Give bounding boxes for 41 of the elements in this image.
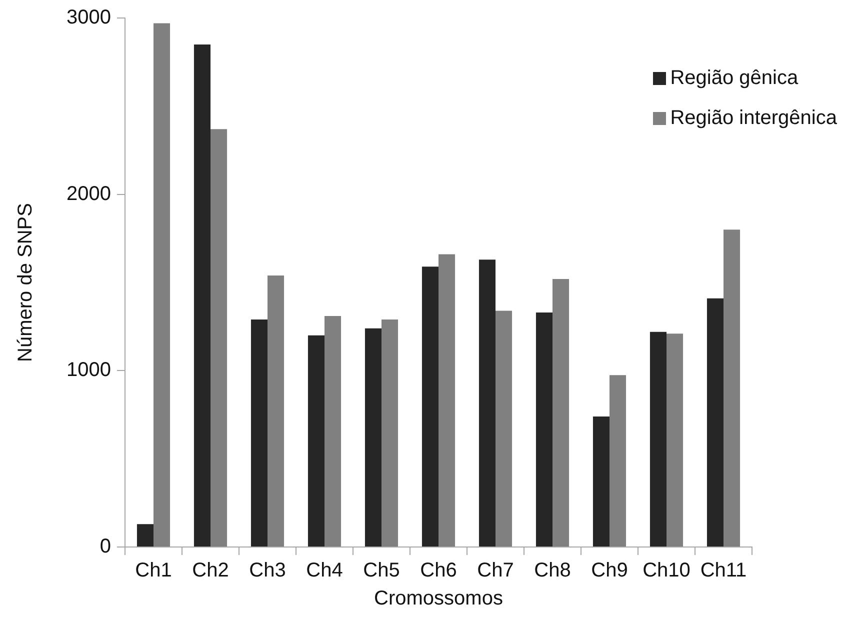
legend-label: Região intergênica: [670, 106, 837, 131]
legend-label: Região gênica: [670, 66, 798, 91]
bar: [438, 254, 456, 546]
x-tick-label: Ch5: [363, 560, 400, 582]
bar: [536, 312, 552, 546]
bar: [268, 275, 284, 546]
bar: [724, 230, 740, 546]
bar: [592, 416, 610, 546]
x-tick-label: Ch2: [192, 560, 229, 582]
x-tick-label: Ch10: [642, 560, 690, 582]
bar: [552, 278, 570, 546]
y-tick-label: 1000: [66, 359, 111, 382]
x-tick-label: Ch9: [591, 560, 628, 582]
bar: [364, 328, 382, 546]
bar: [308, 335, 324, 546]
y-tick-label: 2000: [66, 182, 111, 205]
bar: [666, 334, 684, 546]
bar: [478, 260, 496, 546]
bar: [250, 320, 268, 546]
bar: [650, 332, 666, 546]
bar: [382, 320, 398, 546]
x-tick-label: Ch3: [249, 560, 286, 582]
bar: [154, 23, 170, 546]
x-tick-label: Ch6: [420, 560, 457, 582]
y-tick-label: 3000: [66, 6, 111, 29]
y-tick-label: 0: [100, 536, 111, 558]
bar: [706, 298, 724, 546]
bar: [194, 44, 210, 546]
x-tick-label: Ch8: [534, 560, 571, 582]
bar: [610, 375, 626, 546]
y-axis-title: Número de SNPS: [14, 203, 37, 362]
bar: [210, 129, 228, 546]
x-tick-label: Ch11: [700, 560, 747, 582]
x-axis-title: Cromossomos: [374, 588, 503, 610]
x-tick-label: Ch7: [477, 560, 514, 582]
bar: [496, 310, 512, 546]
x-tick-label: Ch4: [306, 560, 343, 582]
x-tick-label: Ch1: [135, 560, 172, 582]
bar: [422, 266, 438, 546]
bar: [324, 316, 342, 546]
bar: [136, 524, 154, 546]
